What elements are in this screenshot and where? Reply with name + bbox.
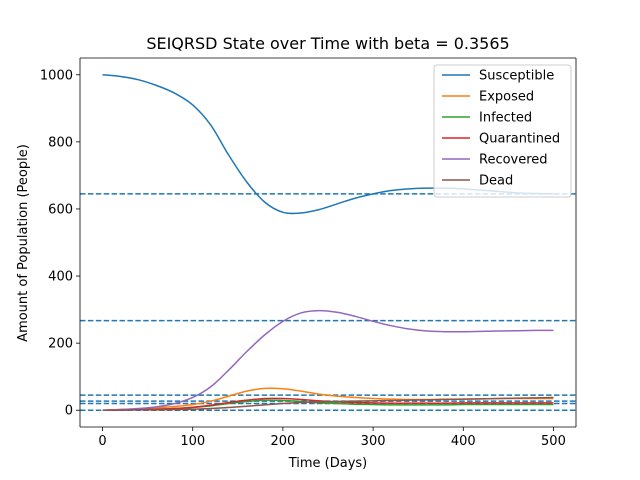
x-tick-label: 300 bbox=[361, 434, 386, 449]
x-tick-label: 200 bbox=[270, 434, 295, 449]
y-tick-label: 400 bbox=[48, 270, 73, 285]
legend-entry-quarantined: Quarantined bbox=[479, 132, 560, 147]
x-tick-label: 500 bbox=[541, 434, 566, 449]
legend-entry-dead: Dead bbox=[479, 174, 513, 189]
x-tick-label: 100 bbox=[180, 434, 205, 449]
y-tick-label: 200 bbox=[48, 337, 73, 352]
legend-entry-infected: Infected bbox=[479, 111, 532, 126]
legend: Susceptible Exposed Infected Quarantined Rec… bbox=[433, 64, 572, 198]
plot-area: 0 100 200 300 400 500 0 200 400 600 800 1000 Suscept… bbox=[40, 57, 577, 449]
x-axis-label: Time (Days) bbox=[288, 456, 368, 471]
x-tick-label: 400 bbox=[451, 434, 476, 449]
chart-title: SEIQRSD State over Time with beta = 0.35… bbox=[146, 34, 509, 53]
y-tick-label: 800 bbox=[48, 135, 73, 150]
series-line-recovered bbox=[102, 309, 554, 411]
y-axis-label: Amount of Population (People) bbox=[16, 144, 31, 342]
data-layer bbox=[80, 74, 576, 412]
y-tick-label: 600 bbox=[48, 202, 73, 217]
y-tick-label: 1000 bbox=[40, 68, 73, 83]
series-line-dead bbox=[102, 396, 554, 412]
y-tick-label: 0 bbox=[65, 404, 73, 419]
legend-entry-recovered: Recovered bbox=[479, 153, 548, 168]
x-tick-label: 0 bbox=[98, 434, 106, 449]
legend-entry-susceptible: Susceptible bbox=[479, 69, 554, 84]
legend-entry-exposed: Exposed bbox=[479, 90, 534, 105]
legend-box bbox=[433, 64, 572, 198]
